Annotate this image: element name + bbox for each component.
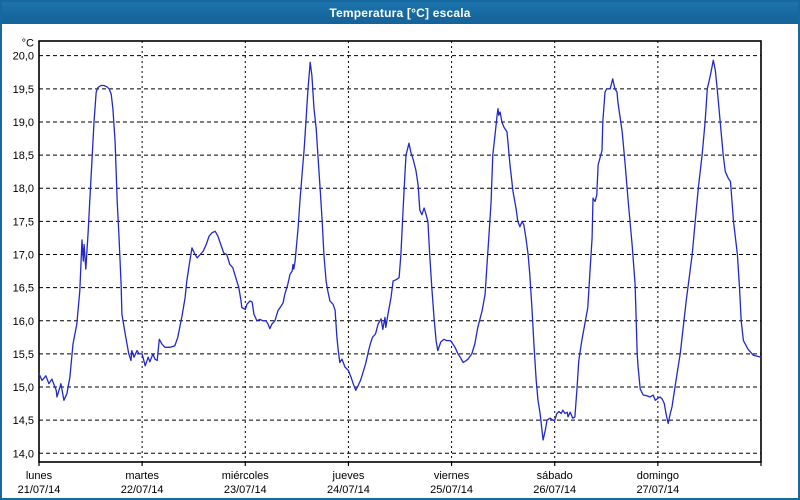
x-day-name: martes — [125, 470, 159, 482]
temperature-series-line — [38, 59, 762, 441]
window-title: Temperatura [°C] escala — [329, 6, 471, 20]
y-tick-label: 16,5 — [13, 283, 34, 295]
y-tick-label: 15,0 — [13, 382, 34, 394]
axis-labels: 14,0 14,5 15,0 15,5 16,0 16,5 17,0 17,5 18,0 18,5… — [13, 38, 680, 496]
plot-border — [38, 40, 762, 463]
chart-area: 14,0 14,5 15,0 15,5 16,0 16,5 17,0 17,5 18,0 18,5… — [2, 24, 798, 498]
y-tick-label: 19,0 — [13, 117, 34, 129]
x-day-date: 21/07/14 — [18, 484, 61, 496]
y-tick-label: 16,0 — [13, 316, 34, 328]
y-tick-label: 17,5 — [13, 216, 34, 228]
x-day-date: 22/07/14 — [121, 484, 164, 496]
x-day-name: lunes — [26, 470, 53, 482]
x-day-date: 23/07/14 — [224, 484, 267, 496]
y-tick-label: 17,0 — [13, 249, 34, 261]
window-titlebar: Temperatura [°C] escala — [2, 2, 798, 24]
grid-lines — [39, 41, 761, 462]
y-tick-label: 20,0 — [13, 51, 34, 63]
y-tick-label: 14,5 — [13, 415, 34, 427]
x-day-date: 26/07/14 — [533, 484, 576, 496]
series-lines — [38, 59, 762, 441]
y-tick-label: 14,0 — [13, 448, 34, 460]
temperature-chart: 14,0 14,5 15,0 15,5 16,0 16,5 17,0 17,5 18,0 18,5… — [13, 38, 762, 496]
x-day-date: 27/07/14 — [636, 484, 679, 496]
x-day-name: viernes — [434, 470, 470, 482]
x-day-name: domingo — [637, 470, 679, 482]
y-tick-label: 18,5 — [13, 150, 34, 162]
y-tick-label: 15,5 — [13, 349, 34, 361]
x-day-name: miércoles — [222, 470, 270, 482]
x-day-name: sábado — [537, 470, 573, 482]
x-day-date: 25/07/14 — [430, 484, 473, 496]
x-day-name: jueves — [332, 470, 365, 482]
y-tick-label: 19,5 — [13, 84, 34, 96]
x-day-date: 24/07/14 — [327, 484, 370, 496]
y-axis-unit-label: °C — [22, 38, 34, 50]
y-tick-label: 18,0 — [13, 183, 34, 195]
axes — [38, 40, 762, 466]
